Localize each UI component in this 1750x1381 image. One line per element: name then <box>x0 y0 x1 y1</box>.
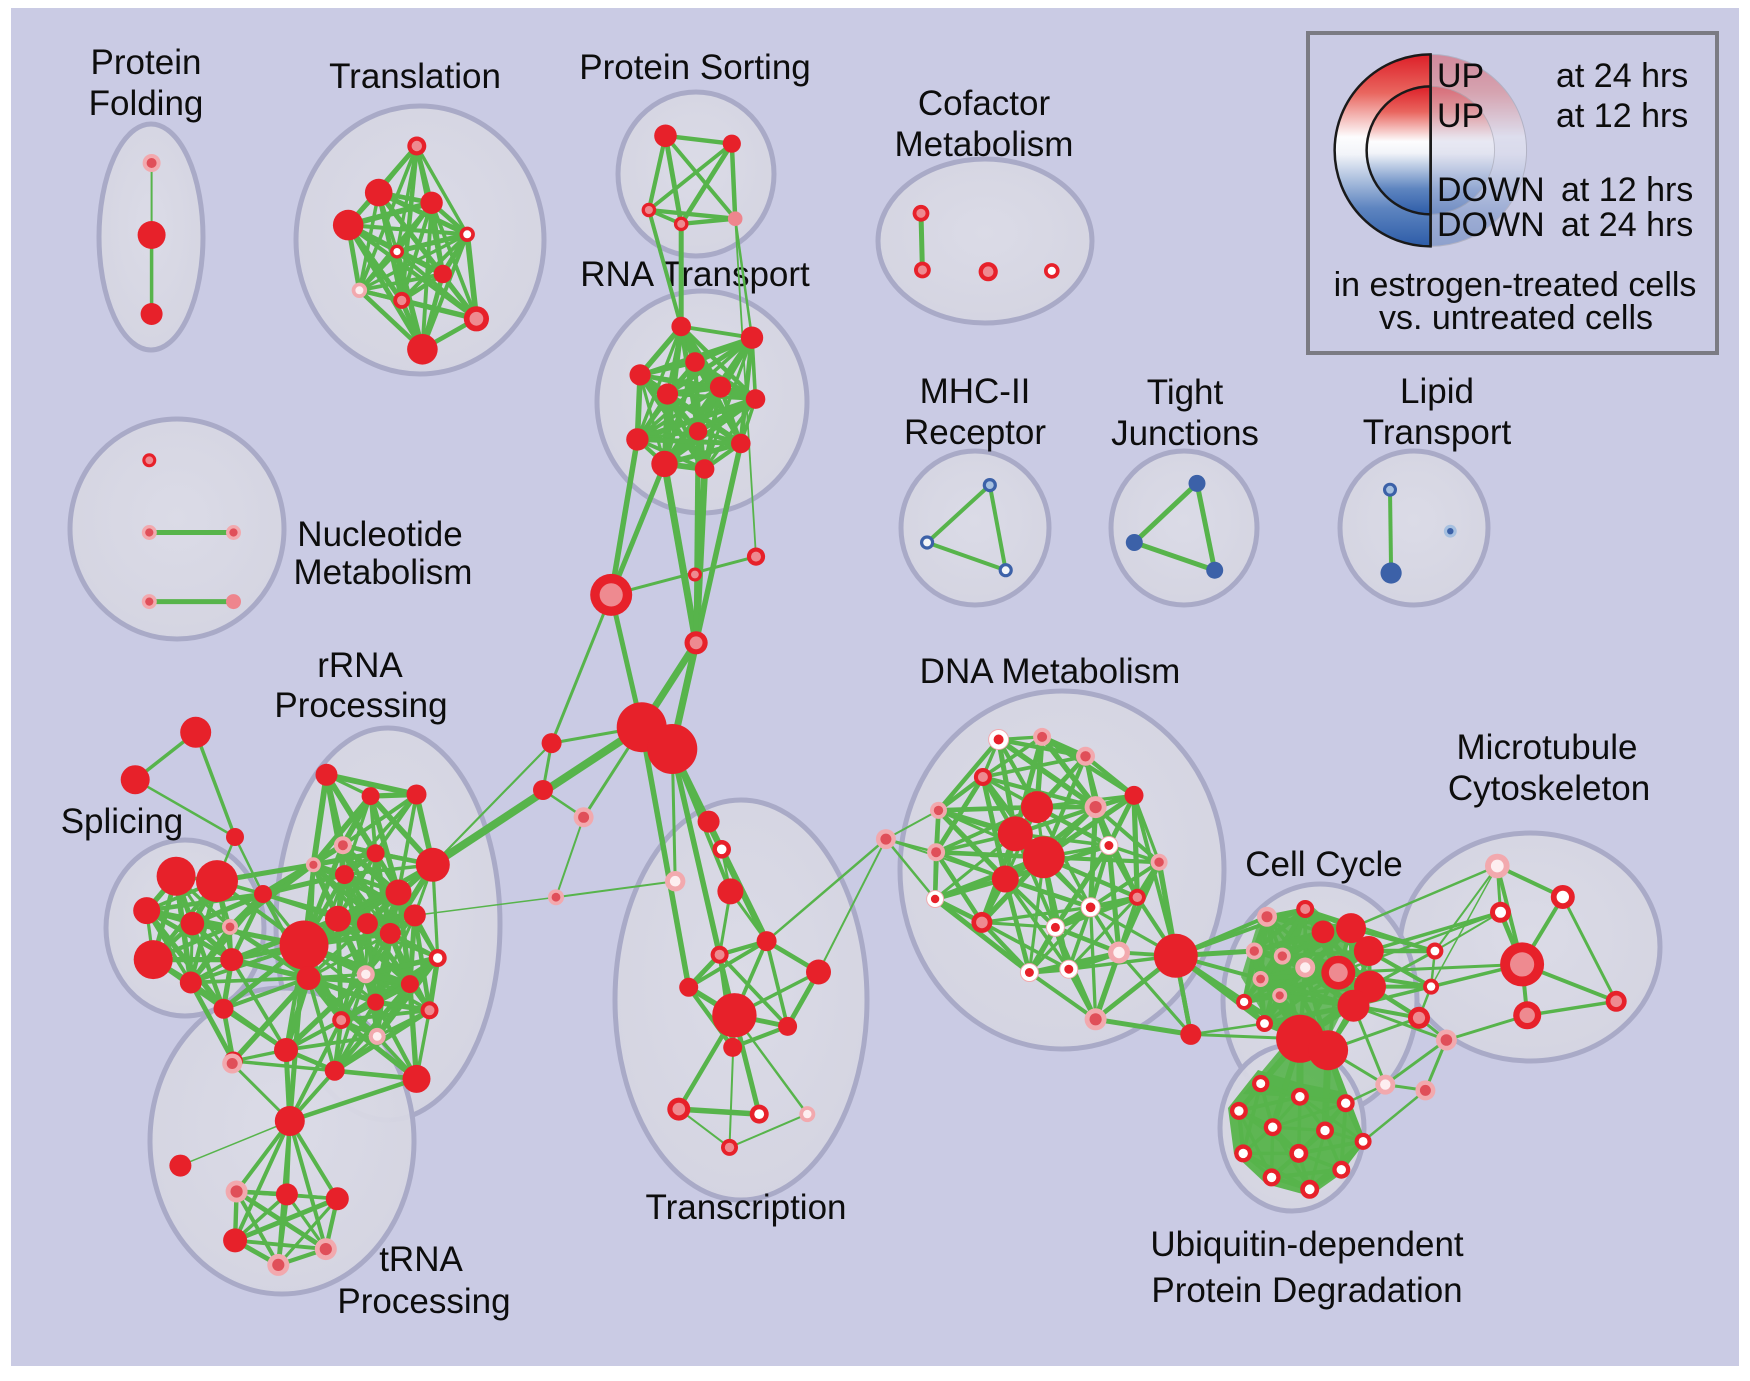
svg-text:at 12 hrs: at 12 hrs <box>1561 171 1693 209</box>
svg-text:Processing: Processing <box>337 1282 510 1321</box>
svg-text:Splicing: Splicing <box>61 802 184 841</box>
svg-text:DOWN: DOWN <box>1437 171 1545 209</box>
svg-text:Microtubule: Microtubule <box>1457 728 1638 767</box>
svg-text:Transport: Transport <box>1363 413 1512 452</box>
svg-text:UP: UP <box>1437 97 1484 135</box>
svg-text:Nucleotide: Nucleotide <box>297 515 462 554</box>
svg-text:UP: UP <box>1437 57 1484 95</box>
svg-text:Processing: Processing <box>274 686 447 725</box>
svg-text:rRNA: rRNA <box>317 646 403 685</box>
svg-text:Metabolism: Metabolism <box>294 553 473 592</box>
svg-text:vs. untreated cells: vs. untreated cells <box>1379 299 1653 337</box>
svg-text:Tight: Tight <box>1147 373 1224 412</box>
svg-text:Cell Cycle: Cell Cycle <box>1245 845 1403 884</box>
svg-text:Metabolism: Metabolism <box>895 125 1074 164</box>
svg-text:Protein Degradation: Protein Degradation <box>1151 1271 1462 1310</box>
svg-text:Cofactor: Cofactor <box>918 84 1051 123</box>
svg-text:Ubiquitin-dependent: Ubiquitin-dependent <box>1150 1225 1464 1264</box>
svg-text:at 12 hrs: at 12 hrs <box>1556 97 1688 135</box>
svg-text:DOWN: DOWN <box>1437 206 1545 244</box>
svg-text:DNA Metabolism: DNA Metabolism <box>920 652 1181 691</box>
svg-text:Receptor: Receptor <box>904 413 1046 452</box>
svg-text:Junctions: Junctions <box>1111 414 1259 453</box>
svg-text:RNA Transport: RNA Transport <box>580 255 810 294</box>
svg-text:Transcription: Transcription <box>646 1188 847 1227</box>
svg-text:Folding: Folding <box>89 84 204 123</box>
svg-text:tRNA: tRNA <box>379 1240 463 1279</box>
svg-text:MHC-II: MHC-II <box>920 372 1031 411</box>
svg-text:Cytoskeleton: Cytoskeleton <box>1448 769 1650 808</box>
svg-text:at 24 hrs: at 24 hrs <box>1561 206 1693 244</box>
svg-text:Protein: Protein <box>91 43 202 82</box>
svg-text:Lipid: Lipid <box>1400 372 1474 411</box>
svg-text:Translation: Translation <box>329 57 501 96</box>
svg-text:Protein Sorting: Protein Sorting <box>579 48 811 87</box>
svg-text:at 24 hrs: at 24 hrs <box>1556 57 1688 95</box>
